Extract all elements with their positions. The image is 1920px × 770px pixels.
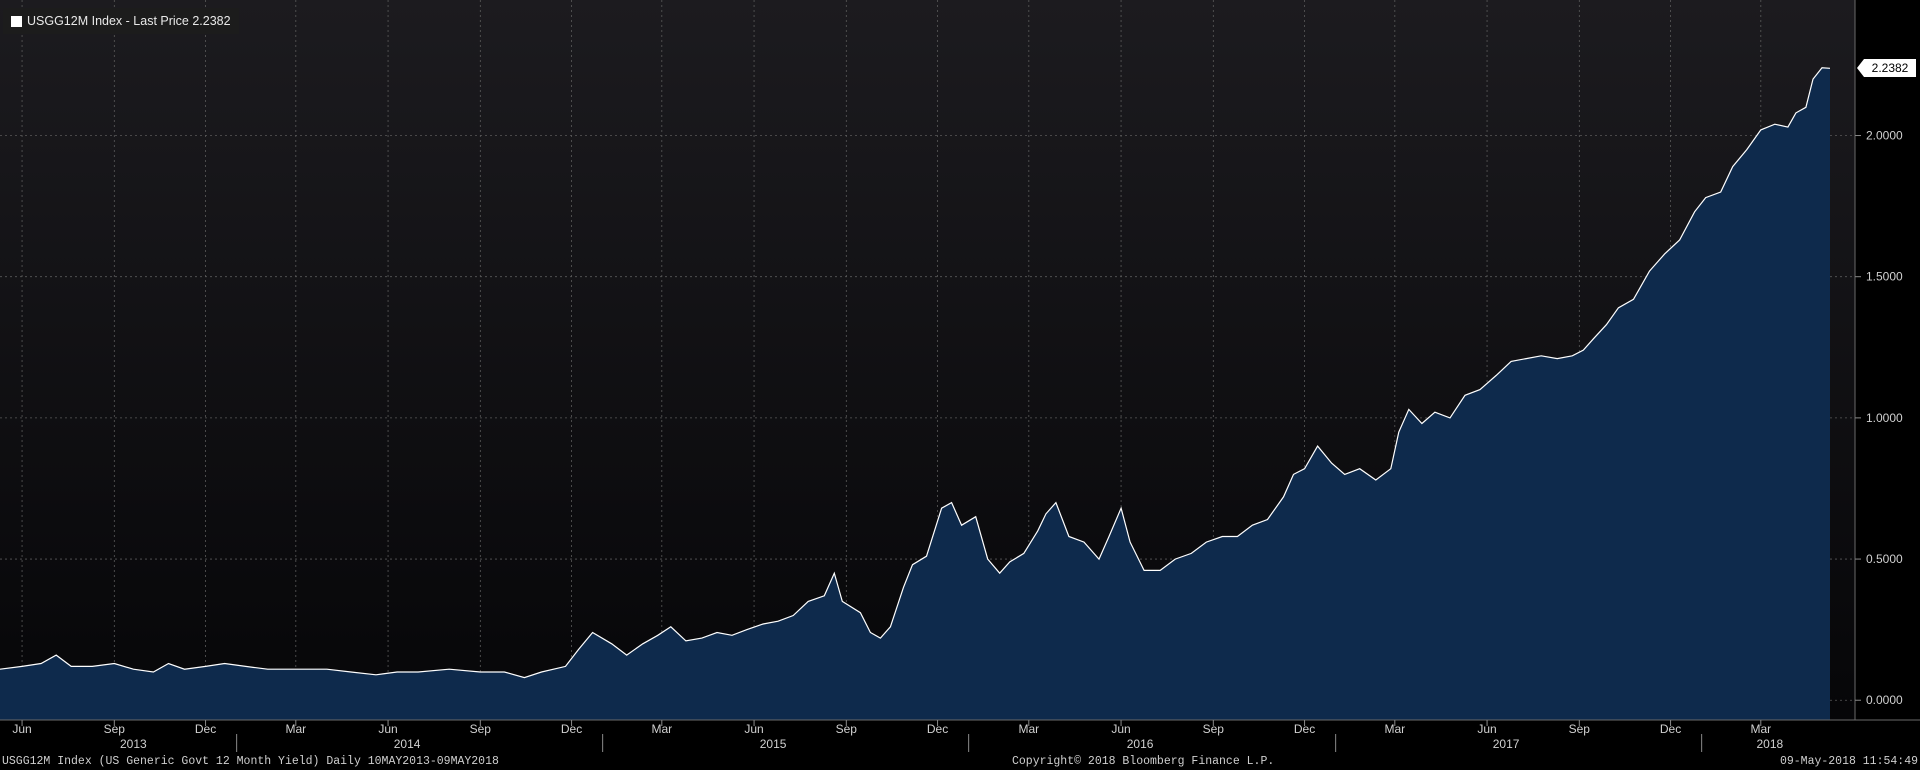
x-year-label: 2018 (1756, 737, 1783, 751)
x-tick-label: Mar (1018, 722, 1039, 736)
x-tick-label: Sep (104, 722, 126, 736)
y-axis-ticks: 0.0000 0.5000 1.0000 1.5000 2.0000 (1855, 129, 1903, 707)
footer-description: USGG12M Index (US Generic Govt 12 Month … (2, 755, 499, 768)
x-tick-label: Jun (12, 722, 31, 736)
x-tick-label: Jun (744, 722, 763, 736)
last-price-tag: 2.2382 (1864, 59, 1916, 78)
x-year-label: 2016 (1127, 737, 1154, 751)
y-tick-label: 2.0000 (1866, 129, 1903, 143)
x-tick-label: Sep (836, 722, 858, 736)
footer-copyright: Copyright© 2018 Bloomberg Finance L.P. (1012, 755, 1275, 768)
x-axis-ticks: Jun Sep Dec Mar Jun Sep Dec Mar Jun Sep Dec Mar Jun S… (12, 720, 1784, 752)
legend-label: USGG12M Index - Last Price 2.2382 (27, 14, 231, 28)
legend: USGG12M Index - Last Price 2.2382 (3, 8, 239, 34)
x-tick-label: Mar (285, 722, 306, 736)
x-tick-label: Dec (927, 722, 948, 736)
x-year-label: 2015 (760, 737, 787, 751)
x-tick-label: Dec (195, 722, 216, 736)
x-tick-label: Mar (1750, 722, 1771, 736)
price-line (0, 67, 1831, 679)
legend-swatch (11, 15, 22, 27)
x-tick-label: Sep (1203, 722, 1225, 736)
x-tick-label: Mar (1384, 722, 1405, 736)
price-area-fill (0, 67, 1830, 721)
y-tick-label: 1.5000 (1866, 270, 1903, 284)
x-year-label: 2014 (394, 737, 421, 751)
y-tick-label: 0.5000 (1866, 552, 1903, 566)
x-tick-label: Dec (1294, 722, 1315, 736)
x-tick-label: Jun (378, 722, 397, 736)
footer-timestamp: 09-May-2018 11:54:49 (1779, 755, 1918, 768)
x-year-label: 2013 (120, 737, 147, 751)
last-price-pointer (1857, 59, 1864, 78)
x-year-label: 2017 (1493, 737, 1520, 751)
x-tick-label: Sep (470, 722, 492, 736)
y-tick-label: 0.0000 (1866, 693, 1903, 707)
y-tick-label: 1.0000 (1866, 411, 1903, 425)
x-tick-label: Dec (561, 722, 582, 736)
x-tick-label: Jun (1111, 722, 1130, 736)
x-tick-label: Jun (1477, 722, 1496, 736)
x-tick-label: Sep (1569, 722, 1591, 736)
x-tick-label: Dec (1660, 722, 1681, 736)
x-tick-label: Mar (651, 722, 672, 736)
